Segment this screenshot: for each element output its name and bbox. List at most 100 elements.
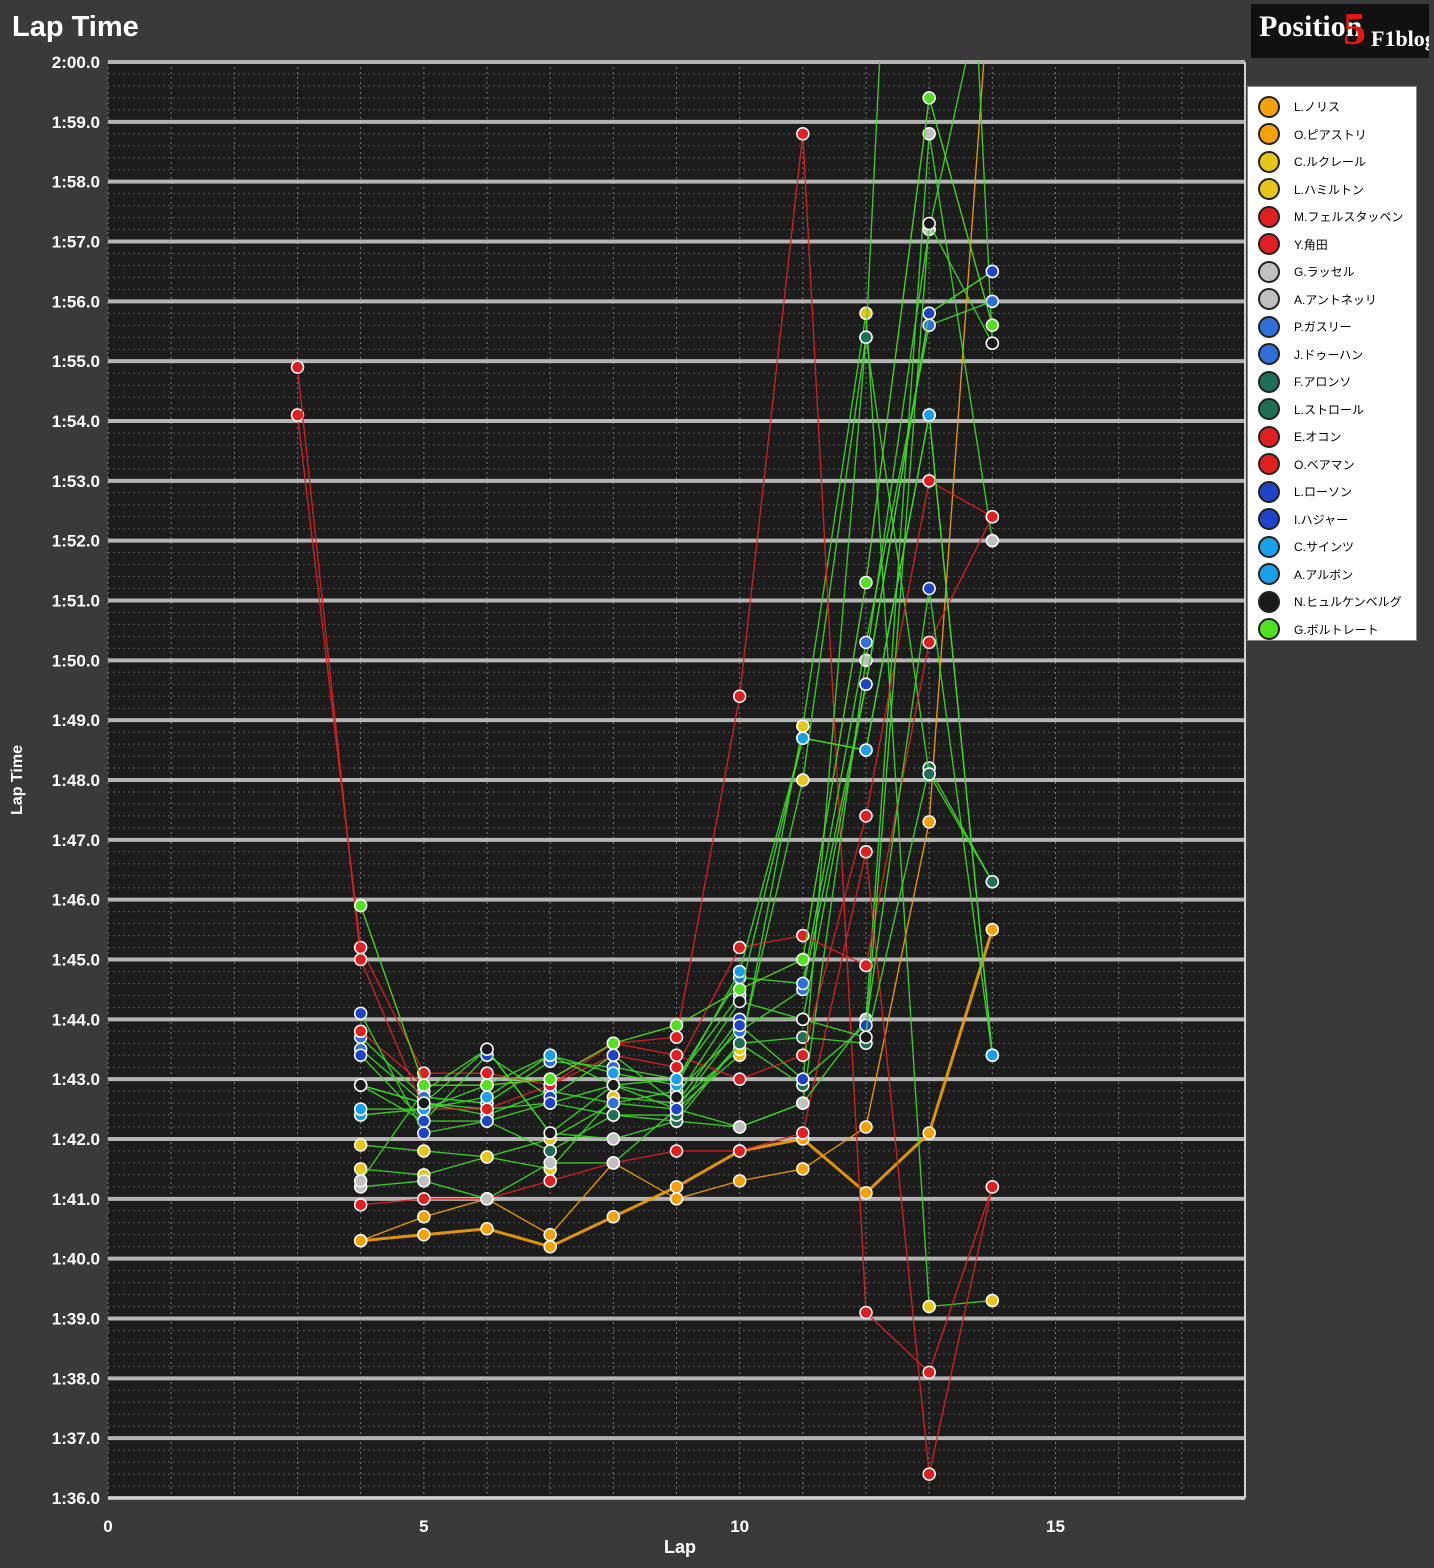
legend-label: C.ルクレール: [1294, 155, 1367, 170]
legend-label: M.フェルスタッペン: [1294, 210, 1404, 225]
y-tick-label: 1:37.0: [52, 1429, 100, 1448]
series-point: [669, 1192, 684, 1206]
series-point: [417, 1210, 431, 1224]
series-point: [922, 91, 936, 105]
y-tick-label: 1:43.0: [52, 1070, 100, 1089]
series-point: [922, 635, 936, 650]
y-tick-label: 1:49.0: [52, 711, 100, 730]
series-point: [417, 1078, 431, 1092]
series-point: [922, 1126, 936, 1140]
series-point: [796, 1072, 810, 1086]
series-point: [859, 1305, 873, 1320]
series-point: [985, 336, 1000, 350]
series-point: [353, 952, 368, 967]
series-point: [796, 773, 810, 787]
series-point: [796, 1012, 810, 1027]
series-point: [732, 1174, 747, 1188]
series-point: [353, 1078, 368, 1092]
mercedes-icon: [1258, 288, 1280, 311]
series-point: [922, 1299, 936, 1314]
y-tick-label: 2:00.0: [52, 53, 100, 72]
series-point: [353, 1174, 368, 1188]
series-group: [290, 62, 1000, 1481]
y-tick-label: 1:59.0: [52, 113, 100, 132]
haas-icon: [1258, 453, 1280, 476]
legend-item: G.ボルトレート: [1258, 616, 1416, 644]
legend-item: F.アロンソ: [1258, 368, 1416, 396]
series-point: [796, 1162, 810, 1176]
series-point: [796, 1126, 810, 1140]
sauber-icon: [1258, 618, 1280, 641]
series-point: [480, 1090, 494, 1104]
series-point: [543, 1227, 557, 1242]
legend-label: C.サインツ: [1294, 540, 1355, 555]
legend-label: L.ストロール: [1294, 402, 1365, 417]
legend-item: Y.角田: [1258, 231, 1416, 259]
y-tick-label: 1:41.0: [52, 1190, 100, 1209]
mclaren-icon: [1258, 95, 1280, 118]
series-point: [290, 360, 305, 374]
series-point: [543, 1144, 557, 1158]
x-axis-label: Lap: [664, 1537, 696, 1557]
series-point: [859, 845, 873, 859]
series-point: [859, 1186, 873, 1200]
series-point: [543, 1048, 557, 1062]
series-point: [543, 1156, 557, 1170]
racingbulls-icon: [1258, 508, 1280, 531]
legend-label: N.ヒュルケンベルグ: [1294, 595, 1402, 610]
series-point: [732, 1036, 747, 1051]
chart-legend: L.ノリス O.ピアストリ C.ルクレール L.ハミルトン M.フェルスタッペン Y.角田…: [1247, 86, 1417, 641]
series-point: [417, 1192, 431, 1206]
series-point: [732, 1072, 747, 1086]
y-tick-label: 1:45.0: [52, 951, 100, 970]
legend-label: G.ボルトレート: [1294, 622, 1379, 637]
series-point: [543, 1126, 557, 1140]
ferrari-icon: [1258, 150, 1280, 173]
series-point: [922, 1467, 936, 1481]
y-tick-label: 1:54.0: [52, 412, 100, 431]
series-point: [985, 1293, 1000, 1308]
legend-item: A.アントネッリ: [1258, 286, 1416, 314]
y-tick-label: 1:56.0: [52, 292, 100, 311]
series-point: [859, 677, 873, 692]
series-point: [922, 1365, 936, 1380]
racingbulls-icon: [1258, 480, 1280, 503]
legend-item: O.ベアマン: [1258, 451, 1416, 479]
x-tick-label: 15: [1046, 1517, 1065, 1536]
series-point: [353, 1024, 368, 1039]
y-tick-label: 1:58.0: [52, 173, 100, 192]
series-line: [296, 367, 993, 1110]
legend-item: E.オコン: [1258, 423, 1416, 451]
legend-label: A.アントネッリ: [1294, 292, 1377, 307]
grid-layer: [107, 60, 1246, 1500]
series-point: [353, 1048, 368, 1062]
series-point: [985, 509, 1000, 524]
y-tick-label: 1:51.0: [52, 592, 100, 611]
series-point: [606, 1096, 621, 1110]
series-point: [480, 1192, 494, 1206]
series-point: [859, 1120, 873, 1134]
series-point: [796, 952, 810, 967]
series-point: [985, 922, 1000, 937]
x-tick-label: 10: [730, 1517, 749, 1536]
series-point: [669, 1018, 684, 1033]
legend-item: A.アルボン: [1258, 561, 1416, 589]
series-point: [796, 1096, 810, 1110]
series-point: [922, 408, 936, 422]
sauber-icon: [1258, 590, 1280, 613]
ferrari-icon: [1258, 178, 1280, 201]
series-point: [732, 940, 747, 955]
y-tick-label: 1:48.0: [52, 771, 100, 790]
series-point: [606, 1048, 621, 1062]
series-point: [480, 1222, 494, 1236]
williams-icon: [1258, 563, 1280, 586]
legend-item: L.ストロール: [1258, 396, 1416, 424]
series-point: [480, 1066, 494, 1080]
series-point: [922, 306, 936, 321]
series-point: [669, 1180, 684, 1194]
series-point: [859, 809, 873, 823]
series-point: [417, 1227, 431, 1242]
series-point: [985, 1048, 1000, 1062]
haas-icon: [1258, 425, 1280, 448]
